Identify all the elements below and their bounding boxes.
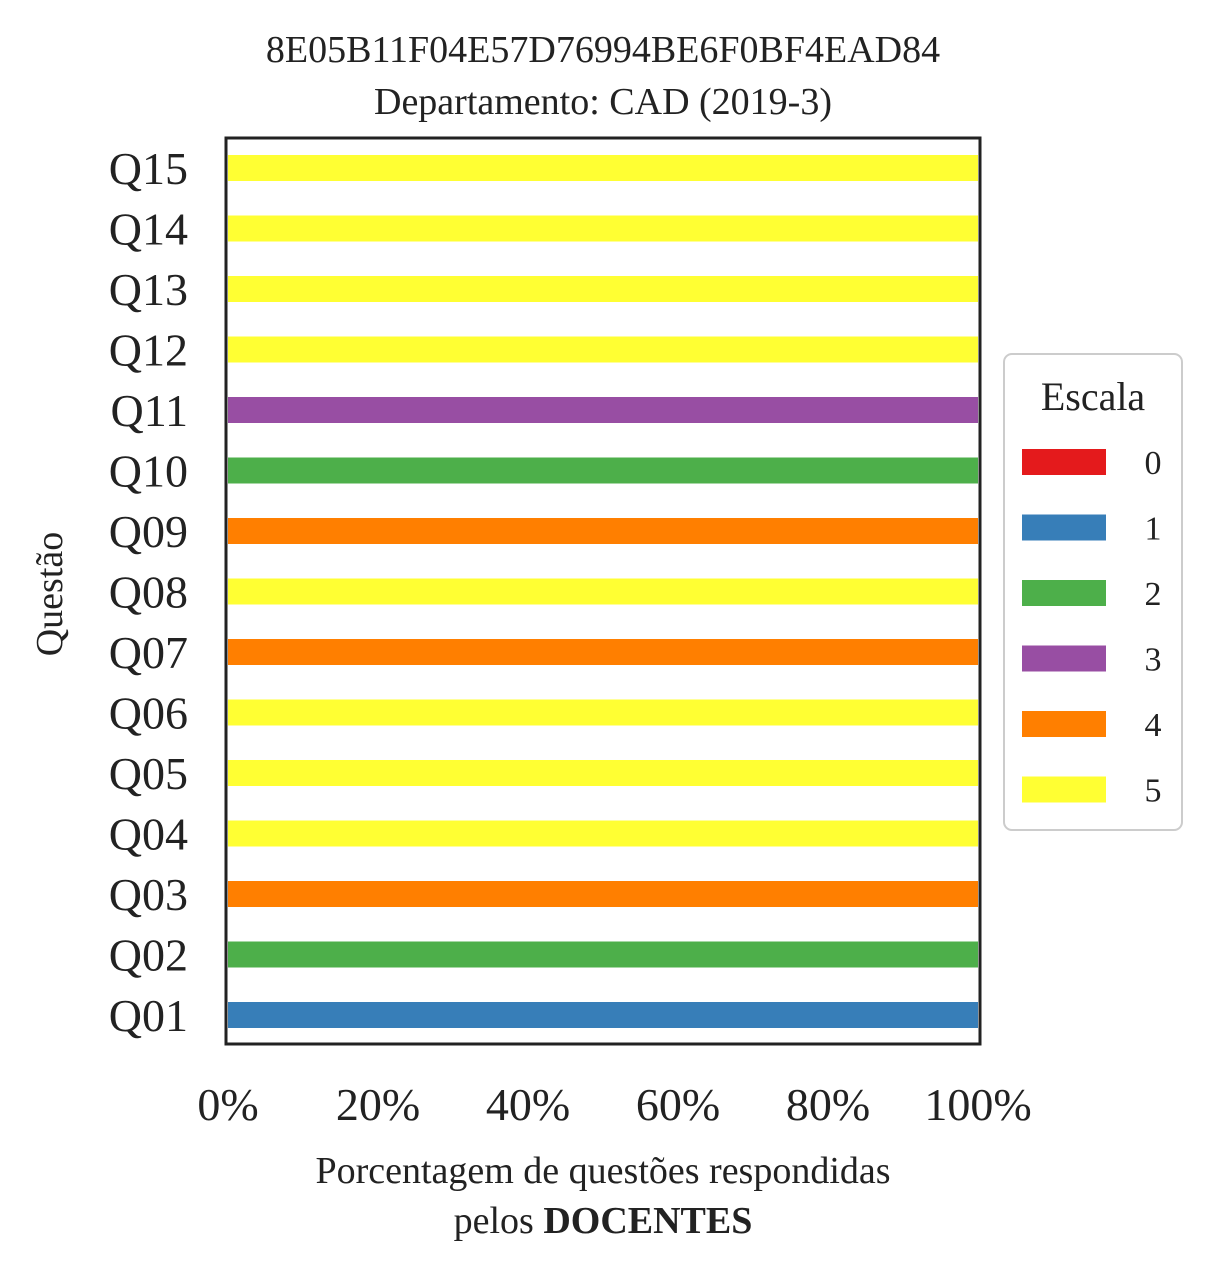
bar-Q06-escala-5: [228, 699, 978, 726]
plot-frame: [224, 136, 982, 1046]
legend-swatch-0: [1022, 449, 1106, 475]
bar-Q05-escala-5: [228, 760, 978, 786]
x-tick-label: 60%: [636, 1079, 720, 1130]
x-axis-label-bold: DOCENTES: [543, 1200, 752, 1242]
bar-Q07-escala-4: [228, 639, 978, 665]
y-tick-label: Q02: [109, 930, 188, 981]
legend: Escala 0 1 2 3 4 5: [1003, 353, 1183, 831]
x-tick-label: 20%: [336, 1079, 420, 1130]
legend-label-4: 4: [1145, 707, 1162, 744]
legend-items: 0 1 2 3 4 5: [1022, 445, 1162, 810]
bar-Q03-escala-4: [228, 881, 978, 907]
x-axis-label-line2: pelos DOCENTES: [454, 1200, 753, 1242]
y-tick-label: Q05: [109, 748, 188, 799]
y-tick-label: Q13: [109, 264, 188, 315]
legend-label-1: 1: [1145, 511, 1162, 548]
bar-Q02-escala-2: [228, 941, 978, 968]
bar-Q04-escala-5: [228, 820, 978, 847]
legend-swatch-1: [1022, 514, 1106, 541]
y-axis-label: Questão: [29, 532, 71, 657]
legend-label-0: 0: [1145, 445, 1162, 482]
y-tick-label: Q01: [109, 990, 188, 1041]
bar-Q14-escala-5: [228, 215, 978, 242]
bar-Q11-escala-3: [228, 397, 978, 423]
x-tick-label: 100%: [924, 1079, 1031, 1130]
y-tick-labels: Q01 Q02 Q03 Q04 Q05 Q06 Q07 Q08 Q09 Q10 Q11 Q12 Q13 Q…: [109, 143, 188, 1041]
bar-Q09-escala-4: [228, 518, 978, 544]
x-tick-label: 80%: [786, 1079, 870, 1130]
legend-title: Escala: [1041, 374, 1146, 419]
bar-Q15-escala-5: [228, 155, 978, 181]
y-tick-label: Q06: [109, 688, 188, 739]
x-axis-label-prefix: pelos: [454, 1200, 534, 1242]
y-tick-label: Q08: [109, 567, 188, 618]
y-tick-label: Q12: [109, 325, 188, 376]
y-tick-label: Q10: [109, 446, 188, 497]
bars-group: [228, 155, 978, 1028]
legend-swatch-2: [1022, 580, 1106, 606]
chart-title: 8E05B11F04E57D76994BE6F0BF4EAD84: [266, 29, 940, 71]
y-tick-label: Q11: [110, 385, 188, 436]
x-tick-labels: 0% 20% 40% 60% 80% 100%: [197, 1079, 1031, 1130]
bar-Q01-escala-1: [228, 1002, 978, 1028]
y-tick-label: Q03: [109, 869, 188, 920]
x-tick-label: 0%: [197, 1079, 258, 1130]
legend-label-5: 5: [1145, 773, 1162, 810]
legend-label-2: 2: [1145, 576, 1162, 613]
bar-Q08-escala-5: [228, 578, 978, 605]
legend-swatch-5: [1022, 776, 1106, 803]
x-tick-label: 40%: [486, 1079, 570, 1130]
y-tick-label: Q07: [109, 627, 188, 678]
chart-subtitle: Departamento: CAD (2019-3): [374, 81, 832, 123]
legend-swatch-4: [1022, 711, 1106, 737]
legend-swatch-3: [1022, 645, 1106, 672]
y-tick-label: Q14: [109, 204, 188, 255]
y-tick-label: Q09: [109, 506, 188, 557]
x-axis-label-line1: Porcentagem de questões respondidas: [315, 1150, 890, 1192]
legend-label-3: 3: [1145, 642, 1162, 679]
y-tick-label: Q04: [109, 809, 188, 860]
bar-Q13-escala-5: [228, 276, 978, 302]
bar-Q10-escala-2: [228, 457, 978, 484]
bar-Q12-escala-5: [228, 336, 978, 363]
y-tick-label: Q15: [109, 143, 188, 194]
